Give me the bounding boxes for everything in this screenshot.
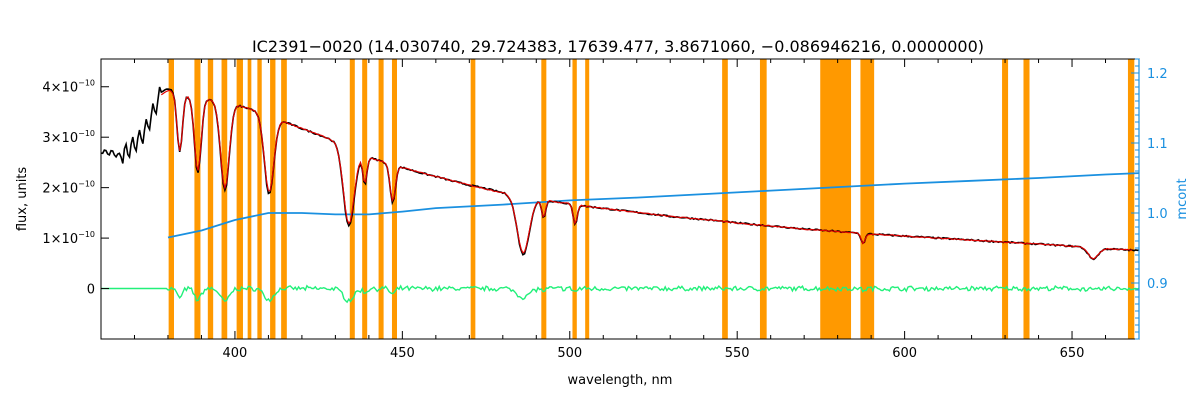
- mask-band: [860, 59, 875, 339]
- chart-title: IC2391−0020 (14.030740, 29.724383, 17639…: [252, 37, 984, 56]
- x-tick-label: 450: [390, 346, 415, 361]
- mask-band: [221, 59, 228, 339]
- x-tick-label: 400: [223, 346, 248, 361]
- mask-band: [572, 59, 577, 339]
- model-series: [160, 89, 1133, 260]
- mask-band: [281, 59, 287, 339]
- y-tick-label: 3×10−10: [42, 129, 95, 146]
- mask-band: [820, 59, 852, 339]
- y-axis-right-label: mcont: [1175, 178, 1190, 219]
- mask-band: [247, 59, 252, 339]
- y-right-tick-label: 1.2: [1147, 67, 1168, 82]
- mask-band: [349, 59, 355, 339]
- y-axis-label: flux, units: [15, 167, 30, 232]
- y-tick-label: 1×10−10: [42, 230, 95, 247]
- mask-band: [257, 59, 262, 339]
- mask-band: [362, 59, 368, 339]
- x-tick-label: 600: [892, 346, 917, 361]
- mask-band: [1127, 59, 1135, 339]
- x-tick-label: 550: [725, 346, 750, 361]
- mask-band: [1023, 59, 1030, 339]
- y-right-tick-label: 1.0: [1147, 207, 1168, 222]
- continuum-series: [167, 172, 1140, 239]
- x-tick-label: 650: [1060, 346, 1085, 361]
- mask-band: [1002, 59, 1009, 339]
- y-right-tick-label: 0.9: [1147, 277, 1168, 292]
- mask-band: [236, 59, 243, 339]
- y-axis-right: 0.9 1.0 1.1 1.2: [1131, 58, 1168, 340]
- y-tick-label: 2×10−10: [42, 180, 95, 197]
- x-tick-label: 500: [557, 346, 582, 361]
- y-tick-label: 0: [87, 283, 95, 298]
- y-tick-label: 4×10−10: [42, 79, 95, 96]
- mask-band: [759, 59, 767, 339]
- y-axis-left: 0 1×10−10 2×10−10 3×10−10 4×10−10: [42, 79, 109, 298]
- mask-band: [378, 59, 384, 339]
- x-axis-label: wavelength, nm: [568, 373, 673, 388]
- mask-band: [722, 59, 728, 339]
- residual-series: [101, 284, 1140, 304]
- mask-band: [207, 59, 214, 339]
- mask-band: [194, 59, 201, 339]
- mask-bands: [168, 59, 1135, 339]
- mask-band: [168, 59, 174, 339]
- x-axis: 400 450 500 550 600 650: [100, 59, 1140, 361]
- mask-band: [470, 59, 476, 339]
- mask-band: [270, 59, 276, 339]
- mask-band: [541, 59, 547, 339]
- series-layer: [100, 86, 1140, 304]
- y-right-tick-label: 1.1: [1147, 137, 1168, 152]
